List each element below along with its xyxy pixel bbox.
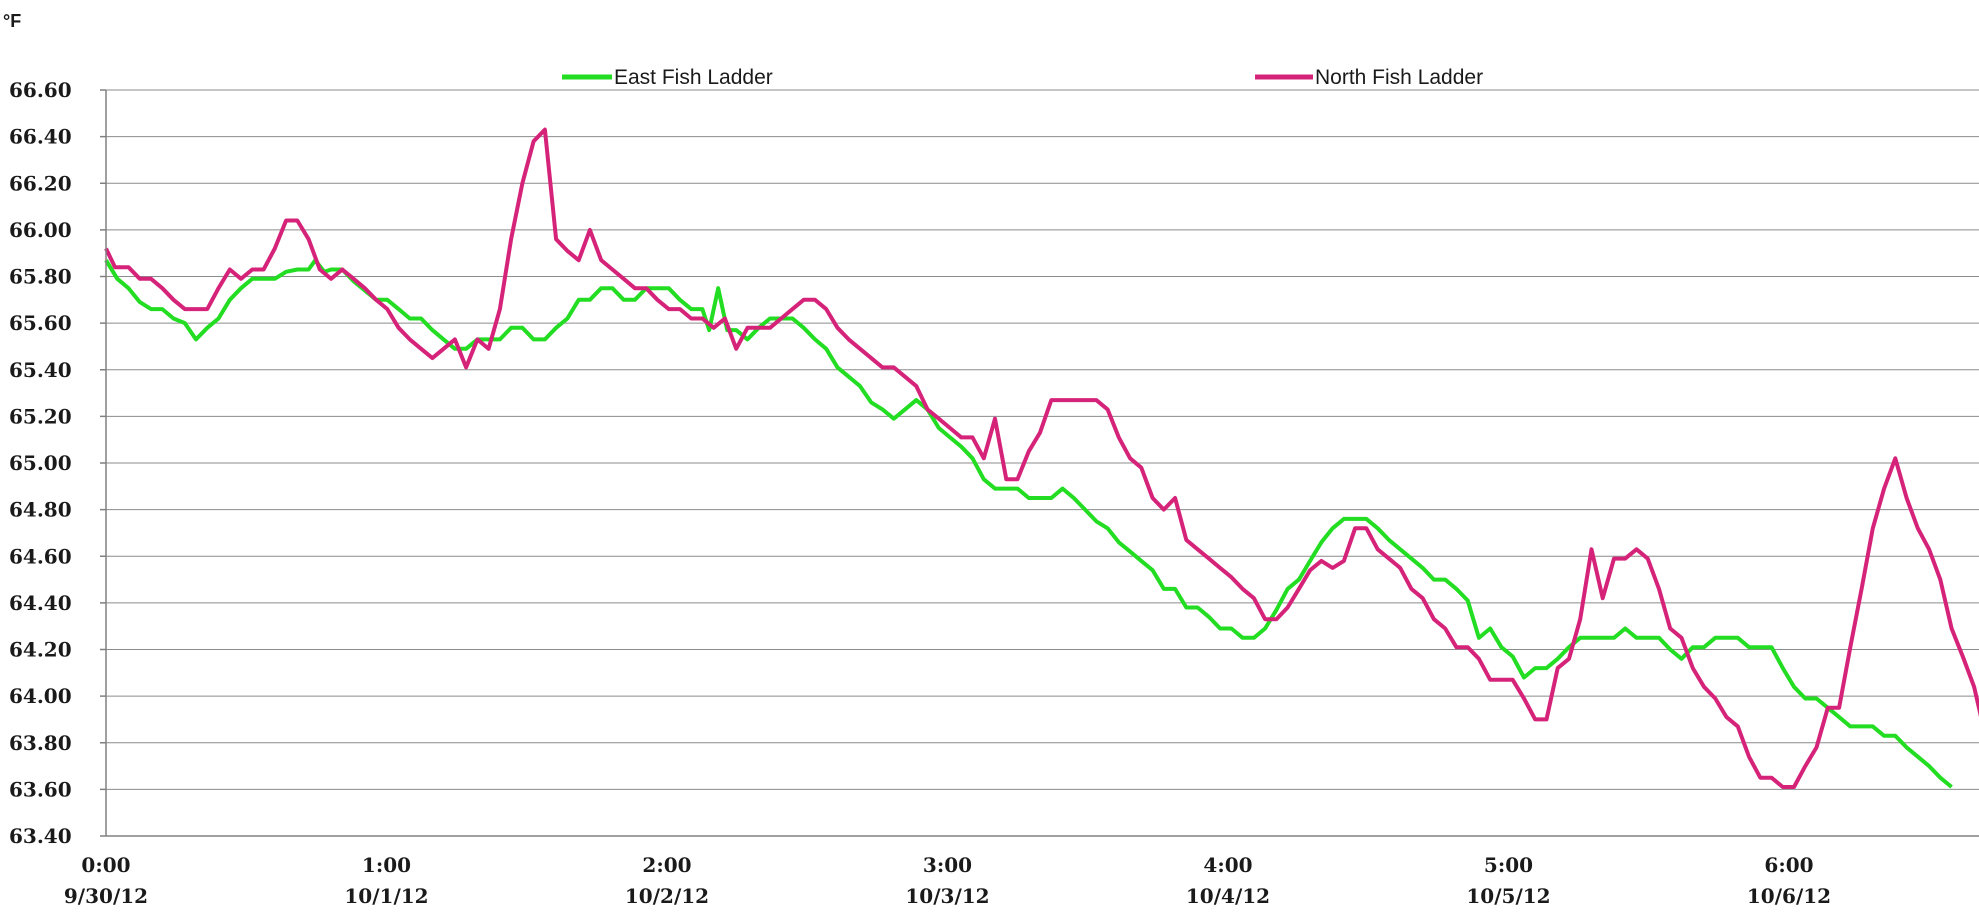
y-tick-label: 64.40 (9, 591, 72, 615)
x-tick-time: 5:00 (1484, 853, 1533, 877)
unit-label: °F (3, 11, 21, 31)
y-tick-label: 64.80 (9, 498, 72, 522)
legend: East Fish Ladder North Fish Ladder (562, 66, 1483, 89)
x-axis-ticks: 0:00 9/30/12 1:00 10/1/12 2:00 10/2/12 3:00 10/… (64, 853, 1831, 908)
legend-label-east: East Fish Ladder (614, 66, 773, 89)
x-tick-time: 6:00 (1764, 853, 1813, 877)
x-tick-time: 2:00 (642, 853, 691, 877)
y-axis-ticks: 63.40 63.60 63.80 64.00 64.20 64.40 64.60 64.80… (9, 78, 106, 848)
x-tick-time: 4:00 (1203, 853, 1252, 877)
x-tick-date: 10/1/12 (344, 884, 428, 908)
y-tick-label: 64.00 (9, 684, 72, 708)
y-tick-label: 65.00 (9, 451, 72, 475)
y-tick-label: 63.60 (9, 777, 72, 801)
y-tick-label: 65.20 (9, 404, 72, 428)
x-tick-date: 9/30/12 (64, 884, 148, 908)
y-tick-label: 66.20 (9, 171, 72, 195)
x-tick-time: 3:00 (923, 853, 972, 877)
x-tick-date: 10/6/12 (1747, 884, 1831, 908)
y-tick-label: 64.60 (9, 544, 72, 568)
y-tick-label: 66.40 (9, 125, 72, 149)
x-tick-date: 10/3/12 (905, 884, 989, 908)
x-tick-time: 1:00 (362, 853, 411, 877)
x-tick-date: 10/2/12 (625, 884, 709, 908)
y-tick-label: 64.20 (9, 638, 72, 662)
y-tick-label: 63.40 (9, 824, 72, 848)
plot-lines (104, 127, 1979, 789)
y-tick-label: 66.00 (9, 218, 72, 242)
y-tick-label: 66.60 (9, 78, 72, 102)
x-tick-time: 0:00 (81, 853, 130, 877)
x-tick-date: 10/4/12 (1186, 884, 1270, 908)
y-tick-label: 65.80 (9, 265, 72, 289)
series-line-north-fish-ladder (104, 127, 1979, 789)
y-tick-label: 63.80 (9, 731, 72, 755)
y-tick-label: 65.60 (9, 311, 72, 335)
legend-label-north: North Fish Ladder (1315, 66, 1483, 89)
y-tick-label: 65.40 (9, 358, 72, 382)
x-tick-date: 10/5/12 (1466, 884, 1550, 908)
series-line-east-fish-ladder (104, 258, 1953, 789)
gridlines (106, 89, 1979, 790)
